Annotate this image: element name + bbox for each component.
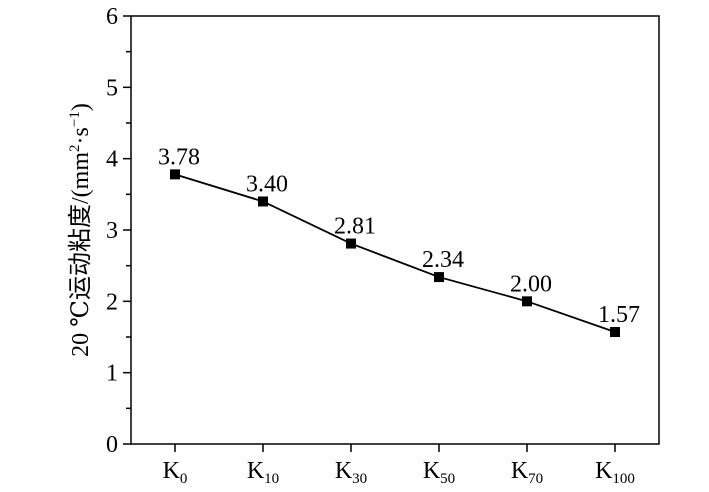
- plot-border: [130, 15, 660, 445]
- data-labels: 3.78 3.40 2.81 2.34 2.00 1.57: [158, 144, 640, 328]
- x-tick-label: K70: [511, 458, 543, 487]
- y-axis-title-group: 20 ℃运动粘度/(mm2·s−1): [67, 103, 94, 357]
- x-tick-label: K10: [247, 458, 279, 487]
- series-group: [170, 169, 620, 338]
- y-axis-title: 20 ℃运动粘度/(mm2·s−1): [67, 103, 94, 357]
- x-tick-label: K50: [423, 458, 455, 487]
- y-tick-label: 0: [106, 432, 118, 458]
- y-tick-label: 1: [106, 361, 118, 387]
- x-tick-label: K30: [335, 458, 367, 487]
- data-point-marker: [170, 169, 180, 180]
- x-tick-label: K0: [163, 458, 188, 487]
- data-label: 3.78: [158, 144, 200, 170]
- data-label: 2.00: [510, 271, 552, 297]
- data-label: 2.34: [422, 247, 464, 273]
- y-axis: 0 1 2 3 4 5 6: [106, 4, 131, 458]
- y-tick-label: 6: [106, 4, 118, 30]
- x-tick-label: K100: [595, 458, 635, 487]
- data-point-marker: [522, 296, 532, 307]
- data-label: 1.57: [598, 302, 640, 328]
- y-tick-label: 4: [106, 147, 118, 173]
- data-point-marker: [258, 196, 268, 207]
- data-point-marker: [610, 327, 620, 338]
- series-line: [174, 173, 616, 333]
- data-point-marker: [346, 238, 356, 249]
- data-label: 3.40: [246, 171, 288, 197]
- y-tick-label: 5: [106, 75, 118, 101]
- y-tick-label: 3: [106, 218, 118, 244]
- data-label: 2.81: [334, 214, 376, 240]
- y-tick-label: 2: [106, 289, 118, 315]
- x-axis: K0 K10 K30 K50 K70 K100: [163, 444, 635, 487]
- data-point-marker: [434, 272, 444, 283]
- plot-frame: [130, 15, 660, 445]
